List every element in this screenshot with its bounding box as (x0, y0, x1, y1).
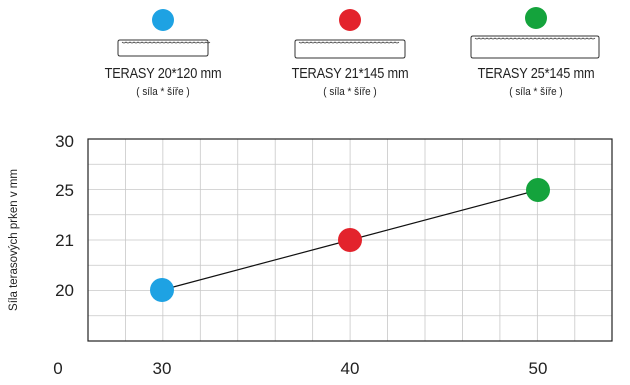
legend-label: TERASY 20*120 mm (104, 66, 222, 82)
board-profile-icon (117, 39, 209, 57)
y-tick-label: 20 (55, 281, 74, 300)
legend-note: ( síla * šíře ) (509, 86, 563, 98)
data-points (150, 178, 550, 302)
legend-item-20x120: TERASY 20*120 mm ( síla * šíře ) (68, 0, 258, 112)
plot-frame (87, 138, 613, 342)
board-profile-icon (294, 39, 406, 59)
legend-swatch (117, 9, 211, 57)
legend-item-25x145: TERASY 25*145 mm ( síla * šíře ) (441, 0, 630, 112)
x-tick-label: 50 (529, 359, 548, 378)
legend-item-21x145: TERASY 21*145 mm ( síla * šíře ) (255, 0, 445, 112)
y-tick-label: 30 (55, 132, 74, 151)
chart-grid (88, 139, 612, 341)
y-axis-ticks: 20 21 25 30 (55, 132, 74, 300)
legend-swatch (470, 7, 600, 59)
legend-swatch (294, 9, 406, 59)
y-tick-label: 21 (55, 231, 74, 250)
x-axis-ticks: 0 30 40 50 (53, 359, 547, 378)
legend-label: TERASY 25*145 mm (477, 66, 595, 82)
legend-dot (339, 9, 361, 31)
legend-dot (525, 7, 547, 29)
data-point (526, 178, 550, 202)
data-point (338, 228, 362, 252)
legend-dot (152, 9, 174, 31)
legend-note: ( síla * šíře ) (136, 86, 190, 98)
y-tick-label: 25 (55, 181, 74, 200)
x-tick-label: 30 (153, 359, 172, 378)
legend-note: ( síla * šíře ) (323, 86, 377, 98)
x-tick-label: 0 (53, 359, 62, 378)
x-tick-label: 40 (341, 359, 360, 378)
legend-label: TERASY 21*145 mm (291, 66, 409, 82)
y-axis-label: Síla terasových prken v mm (8, 169, 20, 311)
board-profile-icon (470, 35, 600, 59)
data-point (150, 278, 174, 302)
